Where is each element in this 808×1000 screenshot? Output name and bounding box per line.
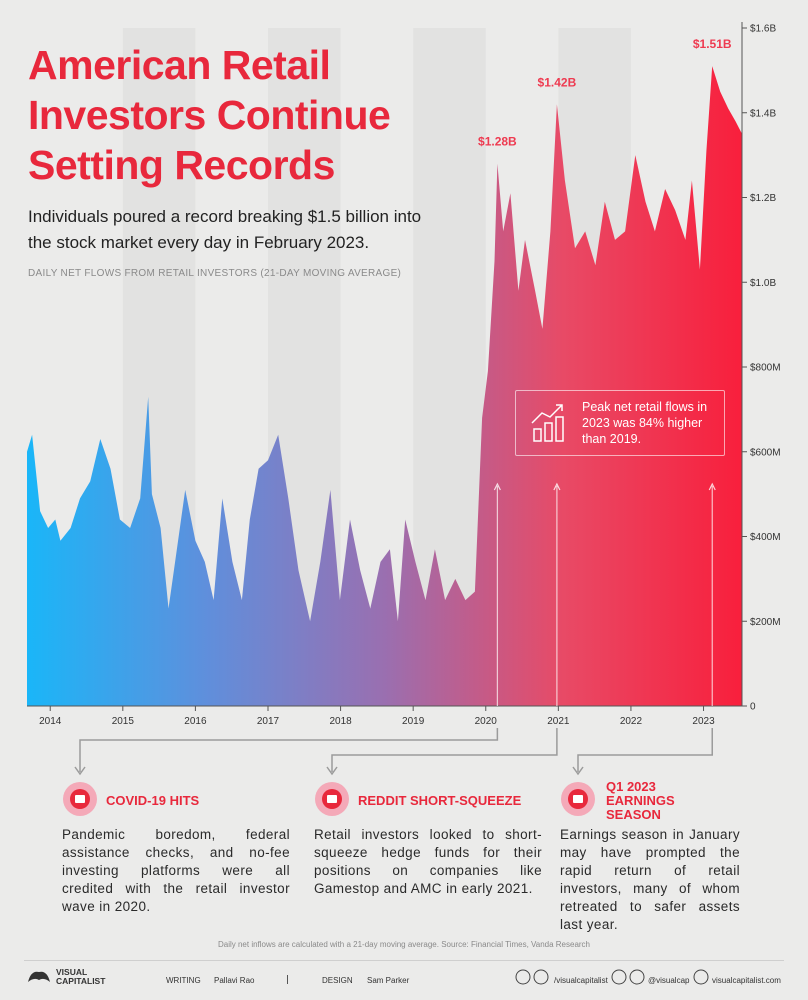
card-title: COVID-19 HITS xyxy=(106,793,200,808)
card-icon-glyph xyxy=(75,795,85,803)
credit-label: WRITING xyxy=(166,976,201,985)
brand-line: CAPITALIST xyxy=(56,976,106,986)
social-handle[interactable]: visualcapitalist.com xyxy=(712,976,781,985)
card-text: Retail investors looked to short-squeeze… xyxy=(314,827,542,896)
brand-logo xyxy=(28,971,50,982)
social-icons xyxy=(611,969,645,985)
axis-label: DAILY NET FLOWS FROM RETAIL INVESTORS (2… xyxy=(28,268,402,279)
callout-box: Peak net retail flows in 2023 was 84% hi… xyxy=(515,390,725,456)
credit-label: DESIGN xyxy=(322,976,353,985)
card-text: Pandemic boredom, federal assistance che… xyxy=(62,827,290,914)
card-title: Q1 2023 EARNINGS SEASON xyxy=(606,779,675,822)
peak-label: $1.51B xyxy=(693,37,732,51)
y-tick-label: $400M xyxy=(750,532,781,543)
x-tick-label: 2018 xyxy=(329,716,352,727)
y-tick-label: $1.4B xyxy=(750,108,776,119)
leader-elbow xyxy=(331,728,558,772)
x-tick-label: 2014 xyxy=(39,716,62,727)
x-tick-label: 2016 xyxy=(184,716,207,727)
x-tick-label: 2017 xyxy=(257,716,280,727)
brand-line: VISUAL xyxy=(56,967,88,977)
x-tick-label: 2021 xyxy=(547,716,570,727)
separator xyxy=(287,975,288,984)
arrowhead xyxy=(553,482,561,491)
callout-text: Peak net retail flows in 2023 was 84% hi… xyxy=(582,400,708,446)
chart-subtitle: Individuals poured a record breaking $1.… xyxy=(28,207,422,252)
y-tick-label: $600M xyxy=(750,447,781,458)
y-tick-label: $800M xyxy=(750,363,781,374)
social-handle[interactable]: @visualcap xyxy=(648,976,690,985)
area xyxy=(27,66,742,707)
arrowhead xyxy=(572,766,584,776)
y-tick-label: $1.2B xyxy=(750,193,776,204)
x-tick-label: 2020 xyxy=(475,716,498,727)
web-icon xyxy=(693,969,709,985)
leader-elbow xyxy=(577,728,713,772)
credit-name: Pallavi Rao xyxy=(214,976,255,985)
arrowhead xyxy=(493,482,501,491)
x-tick-label: 2019 xyxy=(402,716,425,727)
card-icon-glyph xyxy=(573,795,583,803)
card-text: Earnings season in January may have prom… xyxy=(560,827,740,932)
card-icon-glyph xyxy=(327,795,337,803)
growth-icon xyxy=(531,404,564,442)
chart-title: American Retail Investors Continue Setti… xyxy=(28,42,391,188)
arrowhead xyxy=(326,766,338,776)
leader-elbow xyxy=(79,728,499,772)
arrowhead xyxy=(74,766,86,776)
footer-rule xyxy=(24,960,784,961)
social-icons xyxy=(515,969,549,985)
y-tick-label: $1.6B xyxy=(750,24,776,35)
y-tick-label: 0 xyxy=(750,702,756,713)
x-tick-label: 2015 xyxy=(112,716,135,727)
source-note: Daily net inflows are calculated with a … xyxy=(217,940,591,949)
social-handle[interactable]: /visualcapitalist xyxy=(554,976,608,985)
peak-label: $1.42B xyxy=(538,75,577,89)
arrowhead xyxy=(708,482,716,491)
peak-label: $1.28B xyxy=(478,135,517,149)
y-tick-label: $1.0B xyxy=(750,278,776,289)
y-tick-label: $200M xyxy=(750,617,781,628)
x-tick-label: 2023 xyxy=(692,716,715,727)
credit-name: Sam Parker xyxy=(367,976,410,985)
x-tick-label: 2022 xyxy=(620,716,643,727)
brand: VISUAL CAPITALIST xyxy=(56,968,105,986)
card-title: REDDIT SHORT-SQUEEZE xyxy=(358,793,522,808)
